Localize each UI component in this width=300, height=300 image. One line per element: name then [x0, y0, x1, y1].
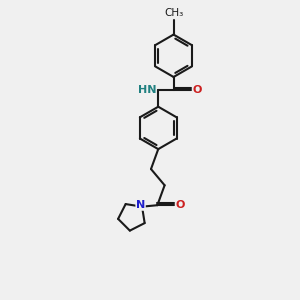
Text: HN: HN	[138, 85, 156, 95]
Text: O: O	[176, 200, 185, 210]
Text: CH₃: CH₃	[164, 8, 183, 18]
Text: N: N	[136, 200, 145, 210]
Text: O: O	[193, 85, 202, 95]
